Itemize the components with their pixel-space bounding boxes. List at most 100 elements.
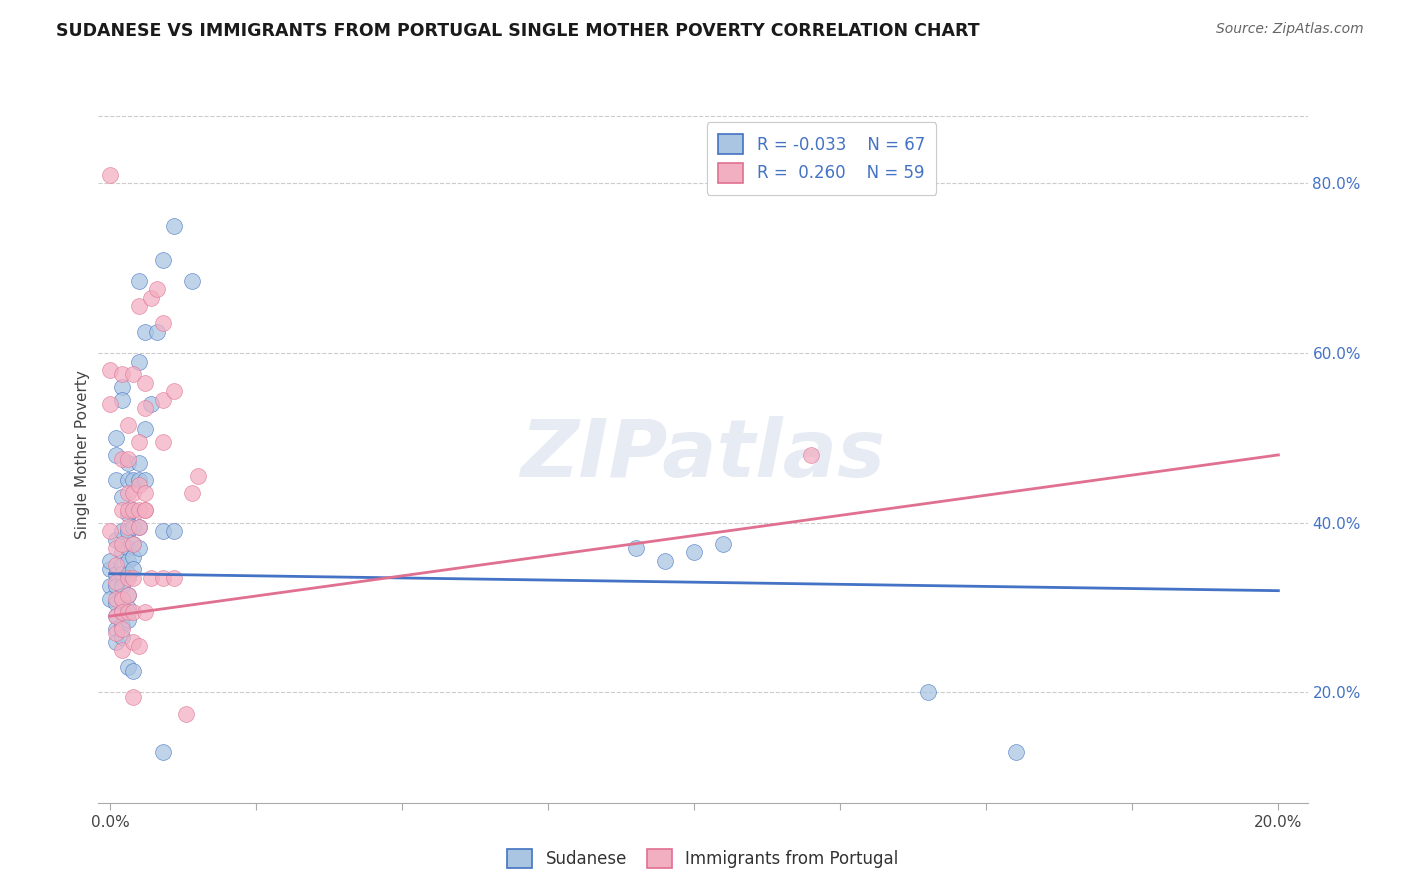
Point bbox=[117, 660, 139, 674]
Point bbox=[117, 571, 139, 585]
Point bbox=[134, 422, 156, 436]
Point bbox=[122, 537, 145, 551]
Point bbox=[174, 706, 197, 721]
Point bbox=[122, 368, 145, 382]
Point bbox=[111, 524, 134, 539]
Point bbox=[111, 380, 134, 394]
Point bbox=[111, 631, 134, 645]
Point bbox=[117, 600, 139, 615]
Point bbox=[122, 571, 145, 585]
Point bbox=[117, 588, 139, 602]
Point bbox=[128, 503, 150, 517]
Point bbox=[111, 503, 134, 517]
Point bbox=[104, 579, 127, 593]
Point bbox=[122, 562, 145, 576]
Text: SUDANESE VS IMMIGRANTS FROM PORTUGAL SINGLE MOTHER POVERTY CORRELATION CHART: SUDANESE VS IMMIGRANTS FROM PORTUGAL SIN… bbox=[56, 22, 980, 40]
Point bbox=[104, 634, 127, 648]
Point bbox=[163, 524, 186, 539]
Point bbox=[111, 617, 134, 632]
Point bbox=[111, 579, 134, 593]
Point bbox=[134, 503, 156, 517]
Point bbox=[139, 291, 162, 305]
Point bbox=[128, 520, 150, 534]
Point bbox=[146, 325, 169, 339]
Point bbox=[122, 690, 145, 704]
Point bbox=[104, 596, 127, 610]
Text: Source: ZipAtlas.com: Source: ZipAtlas.com bbox=[1216, 22, 1364, 37]
Point bbox=[134, 325, 156, 339]
Point bbox=[111, 592, 134, 607]
Point bbox=[134, 474, 156, 488]
Point bbox=[104, 541, 127, 556]
Point bbox=[104, 592, 127, 607]
Point bbox=[163, 571, 186, 585]
Point bbox=[152, 571, 174, 585]
Point bbox=[98, 168, 121, 182]
Point bbox=[98, 397, 121, 411]
Point bbox=[117, 418, 139, 433]
Point bbox=[111, 558, 134, 573]
Point bbox=[122, 605, 145, 619]
Point bbox=[152, 317, 174, 331]
Point bbox=[128, 457, 150, 471]
Point bbox=[98, 554, 121, 568]
Point bbox=[111, 643, 134, 657]
Point bbox=[134, 486, 156, 500]
Point bbox=[128, 477, 150, 491]
Point bbox=[180, 274, 202, 288]
Point bbox=[117, 503, 139, 517]
Point bbox=[163, 384, 186, 399]
Point bbox=[104, 622, 127, 636]
Point bbox=[104, 609, 127, 624]
Point bbox=[122, 520, 145, 534]
Point bbox=[117, 566, 139, 581]
Point bbox=[139, 397, 162, 411]
Point bbox=[122, 474, 145, 488]
Point bbox=[128, 520, 150, 534]
Point bbox=[122, 486, 145, 500]
Point bbox=[117, 457, 139, 471]
Point bbox=[800, 448, 823, 462]
Point bbox=[104, 533, 127, 547]
Point bbox=[134, 401, 156, 416]
Point bbox=[917, 685, 939, 699]
Point bbox=[128, 474, 150, 488]
Y-axis label: Single Mother Poverty: Single Mother Poverty bbox=[75, 370, 90, 540]
Text: ZIPatlas: ZIPatlas bbox=[520, 416, 886, 494]
Point bbox=[683, 545, 706, 559]
Point bbox=[111, 605, 134, 619]
Point bbox=[122, 503, 145, 517]
Point bbox=[654, 554, 676, 568]
Point bbox=[187, 469, 209, 483]
Point bbox=[111, 592, 134, 607]
Point bbox=[1004, 745, 1026, 759]
Point bbox=[98, 363, 121, 377]
Point bbox=[98, 562, 121, 576]
Point bbox=[152, 524, 174, 539]
Point bbox=[111, 368, 134, 382]
Point bbox=[128, 541, 150, 556]
Point bbox=[104, 558, 127, 573]
Point bbox=[122, 503, 145, 517]
Point bbox=[624, 541, 647, 556]
Point bbox=[152, 252, 174, 267]
Point bbox=[111, 537, 134, 551]
Point bbox=[128, 354, 150, 368]
Point bbox=[104, 609, 127, 624]
Legend: R = -0.033    N = 67, R =  0.260    N = 59: R = -0.033 N = 67, R = 0.260 N = 59 bbox=[707, 122, 936, 194]
Point bbox=[98, 524, 121, 539]
Point bbox=[111, 605, 134, 619]
Point bbox=[117, 541, 139, 556]
Point bbox=[128, 274, 150, 288]
Point bbox=[713, 537, 735, 551]
Point bbox=[111, 566, 134, 581]
Point bbox=[134, 503, 156, 517]
Point bbox=[117, 474, 139, 488]
Point bbox=[128, 300, 150, 314]
Point bbox=[111, 491, 134, 505]
Point bbox=[117, 613, 139, 627]
Point bbox=[104, 474, 127, 488]
Point bbox=[104, 448, 127, 462]
Point bbox=[104, 575, 127, 590]
Point bbox=[111, 452, 134, 467]
